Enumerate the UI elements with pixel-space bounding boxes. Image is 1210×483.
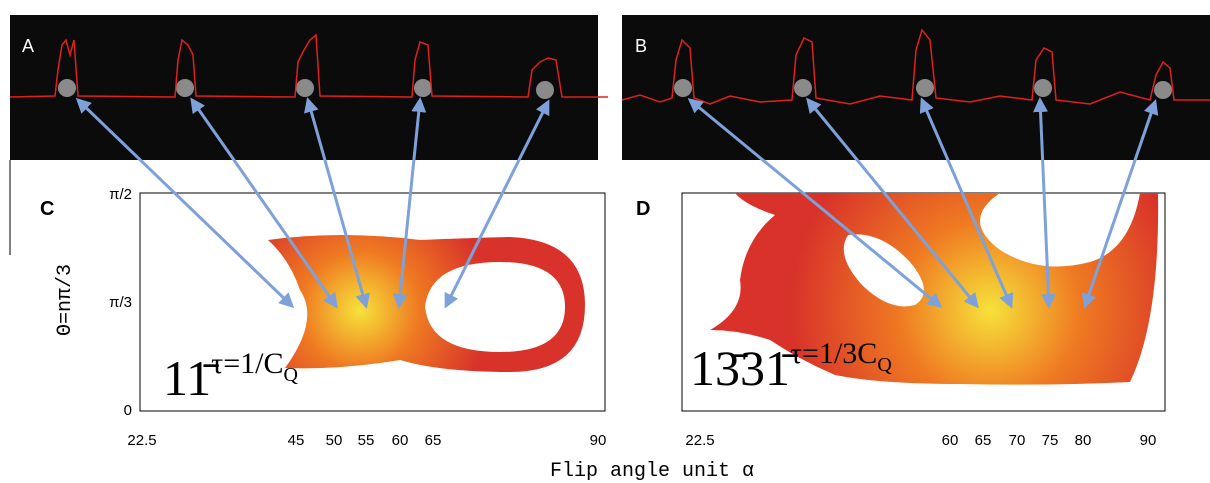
x-tick-label: 60 xyxy=(392,432,409,449)
x-axis-label: Flip angle unit α xyxy=(550,460,754,483)
x-tick-label: 80 xyxy=(1075,432,1092,449)
formula-base: 11̄ xyxy=(163,350,219,406)
formula-subscript: Q xyxy=(283,364,298,386)
y-axis-label: Θ=nπ/3 xyxy=(54,264,77,336)
x-tick-label: 90 xyxy=(1140,432,1157,449)
x-tick-label: 75 xyxy=(1042,432,1059,449)
y-tick-label: π/2 xyxy=(109,186,132,203)
x-tick-label: 65 xyxy=(425,432,442,449)
formula-exponent: τ=1/C xyxy=(211,347,283,380)
x-tick-label: 55 xyxy=(358,432,375,449)
x-tick-labels: 22.5 45 50 55 60 65 90 xyxy=(127,432,606,449)
x-tick-labels: 22.5 60 65 70 75 80 90 xyxy=(685,432,1156,449)
trace-a xyxy=(9,33,608,98)
panel-label: B xyxy=(635,36,647,56)
y-tick-label: π/3 xyxy=(109,294,132,311)
x-tick-label: 45 xyxy=(288,432,305,449)
image-b xyxy=(622,15,1210,160)
x-tick-label: 22.5 xyxy=(127,432,156,449)
arrows xyxy=(75,97,1159,309)
formula-exponent: τ=1/3C xyxy=(790,337,877,370)
trace-b xyxy=(621,28,1210,105)
x-tick-label: 22.5 xyxy=(685,432,714,449)
panel-label: C xyxy=(40,198,54,220)
x-tick-label: 60 xyxy=(942,432,959,449)
formula-base: 13̄31̄ xyxy=(690,340,798,396)
formula: 11̄τ=1/CQ xyxy=(163,347,298,406)
spots-b xyxy=(674,79,1172,99)
x-tick-label: 70 xyxy=(1009,432,1026,449)
x-tick-label: 90 xyxy=(590,432,607,449)
x-tick-label: 65 xyxy=(975,432,992,449)
formula-subscript: Q xyxy=(877,354,892,376)
y-tick-label: 0 xyxy=(124,402,132,419)
panel-label: D xyxy=(636,198,650,220)
formula: 13̄31̄τ=1/3CQ xyxy=(690,337,892,396)
x-tick-label: 50 xyxy=(326,432,343,449)
panel-label: A xyxy=(22,36,34,56)
spots-a xyxy=(58,79,554,99)
